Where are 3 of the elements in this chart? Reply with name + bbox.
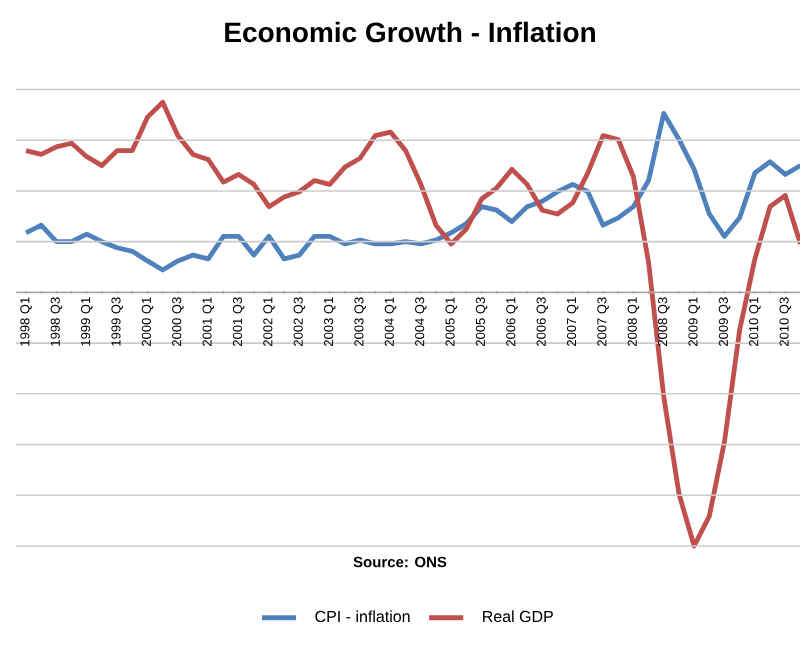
chart-title: Economic Growth - Inflation bbox=[225, 21, 595, 43]
legend-label: CPI - inflation bbox=[315, 610, 410, 623]
legend-label: Real GDP bbox=[483, 610, 553, 623]
